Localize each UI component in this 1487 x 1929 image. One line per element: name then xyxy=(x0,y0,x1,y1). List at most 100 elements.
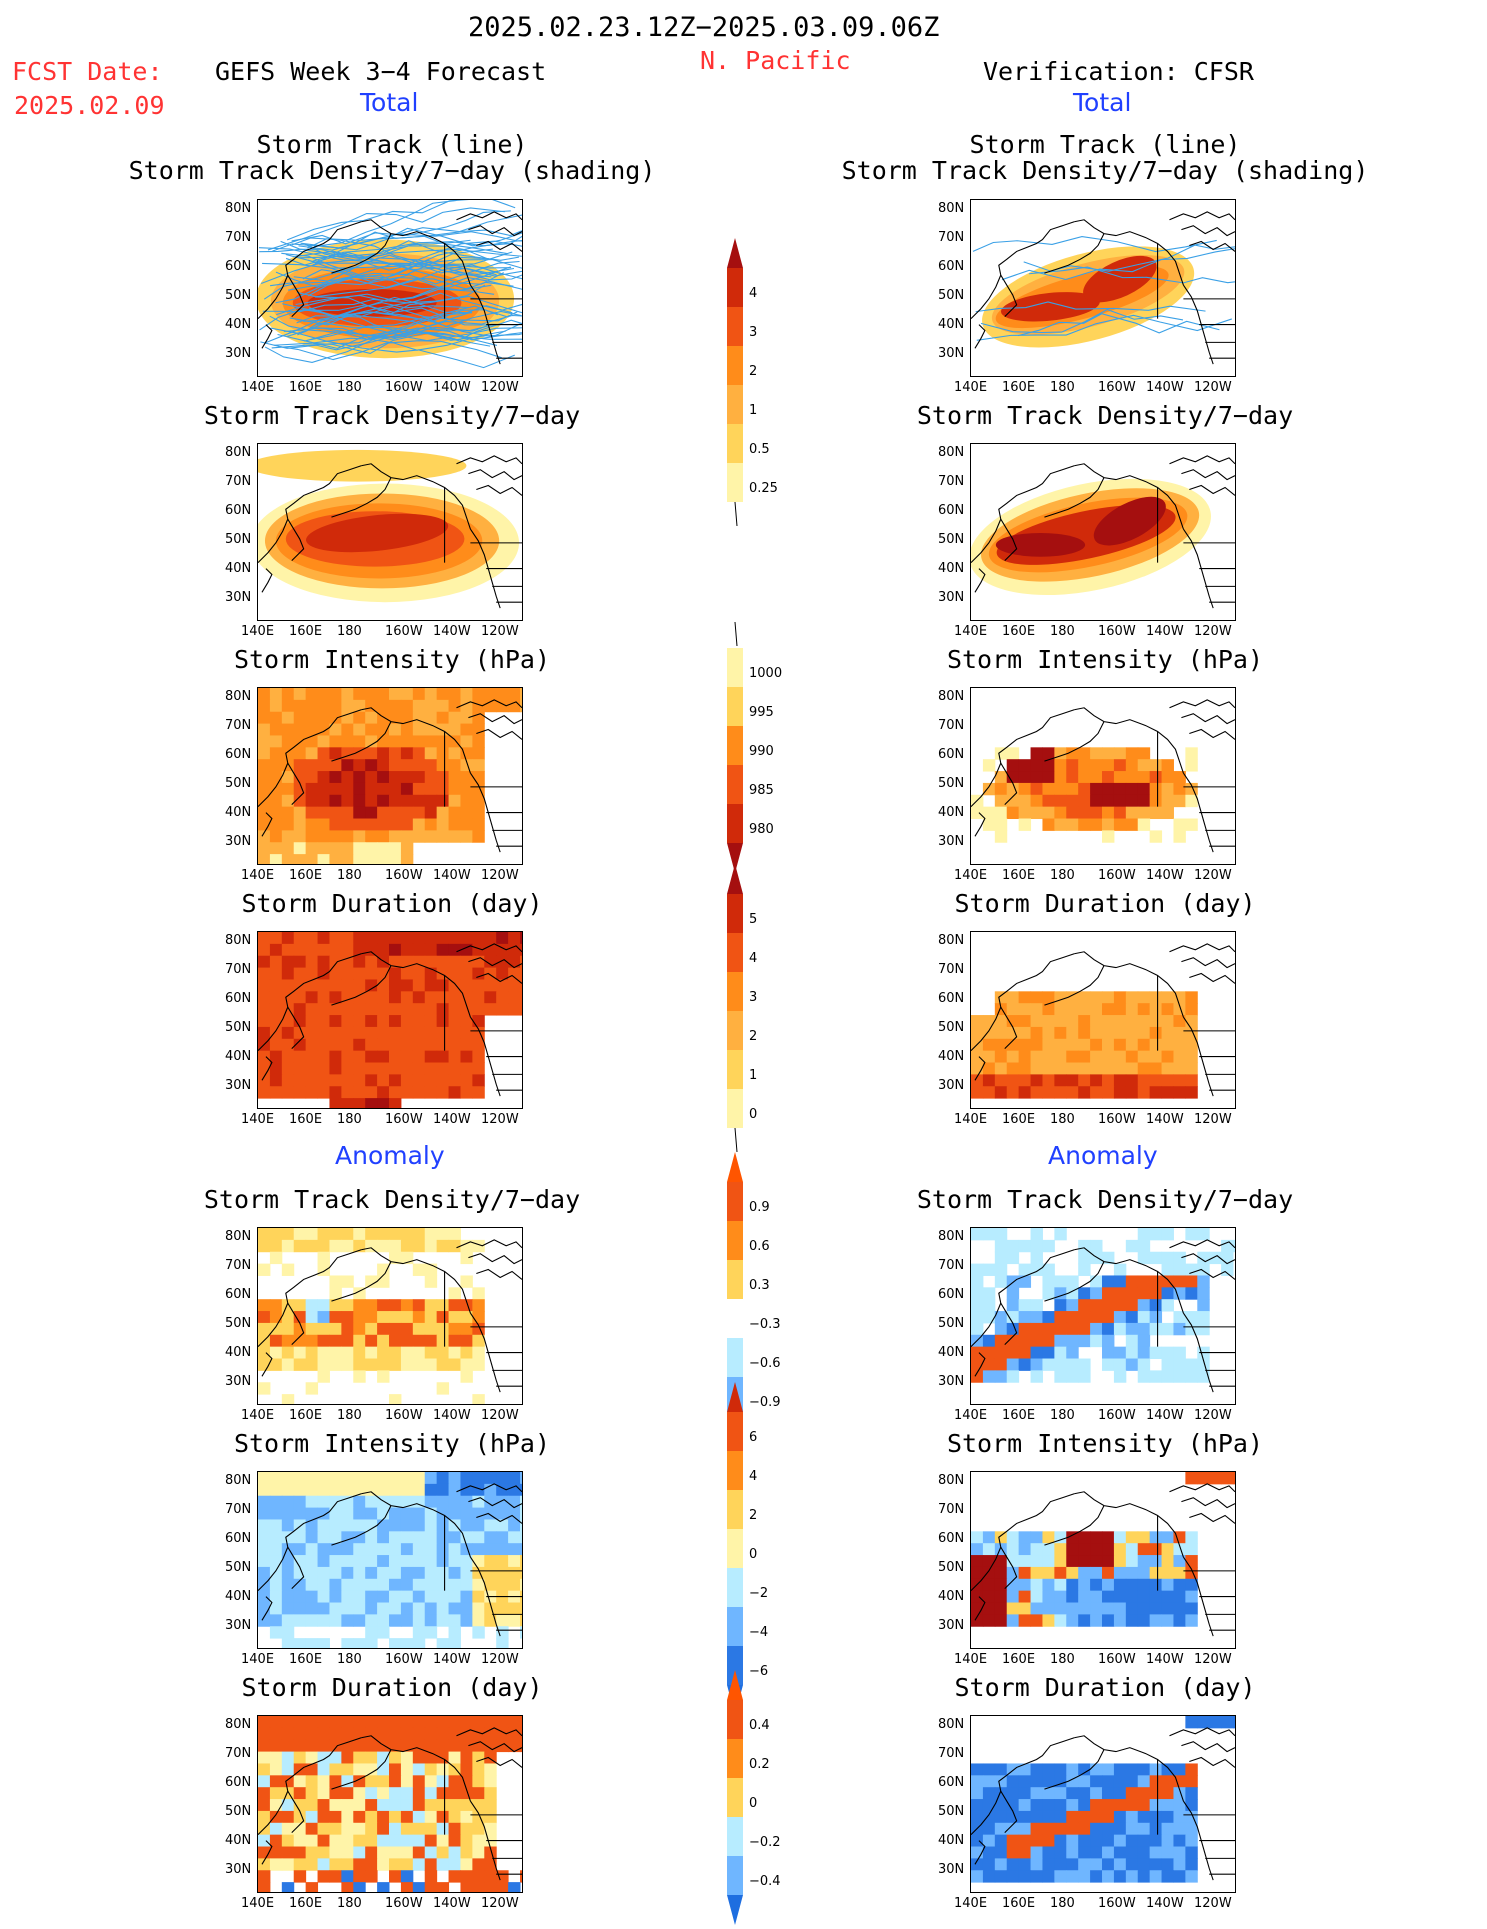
lat-tick-label: 50N xyxy=(938,288,965,303)
lon-tick-label: 140E xyxy=(954,1408,988,1423)
lon-tick-label: 160E xyxy=(1002,1652,1036,1667)
lon-tick-label: 180 xyxy=(1050,1408,1075,1423)
lat-tick-label: 40N xyxy=(225,1589,252,1604)
lat-tick-label: 80N xyxy=(938,933,965,948)
colorbar-tick-label: −0.6 xyxy=(749,1355,781,1371)
lon-tick-label: 140E xyxy=(954,624,988,639)
lat-tick-label: 80N xyxy=(225,1473,252,1488)
lon-tick-label: 180 xyxy=(1050,380,1075,395)
lon-tick-label: 120W xyxy=(1194,1112,1232,1127)
lon-tick-label: 140E xyxy=(954,868,988,883)
lon-tick-label: 140W xyxy=(1146,1652,1184,1667)
lon-tick-label: 140W xyxy=(433,1652,471,1667)
lat-tick-label: 60N xyxy=(938,747,965,762)
lat-tick-label: 30N xyxy=(938,590,965,605)
panel-title-intensity-left: Storm Intensity (hPa) xyxy=(233,645,551,674)
lon-tick-label: 160E xyxy=(289,1896,323,1911)
lat-tick-label: 50N xyxy=(938,532,965,547)
lon-tick-label: 180 xyxy=(337,1652,362,1667)
lat-tick-label: 70N xyxy=(938,1258,965,1273)
lon-tick-label: 140W xyxy=(1146,380,1184,395)
colorbar-tick-label: 4 xyxy=(749,1468,758,1484)
lat-tick-label: 40N xyxy=(225,317,252,332)
lon-tick-label: 140E xyxy=(954,1896,988,1911)
lon-tick-label: 140W xyxy=(433,380,471,395)
colorbar-tick-label: 0.6 xyxy=(749,1238,770,1254)
lon-tick-label: 160E xyxy=(1002,380,1036,395)
lat-tick-label: 40N xyxy=(938,1345,965,1360)
lon-tick-label: 160W xyxy=(385,624,423,639)
lat-tick-label: 60N xyxy=(225,503,252,518)
lon-tick-label: 160E xyxy=(1002,868,1036,883)
panel-title-duration-right: Storm Duration (day) xyxy=(954,889,1256,918)
lon-tick-label: 180 xyxy=(337,380,362,395)
colorbar-tick-label: −2 xyxy=(749,1585,769,1601)
lon-tick-label: 140W xyxy=(1146,1408,1184,1423)
lat-tick-label: 60N xyxy=(225,747,252,762)
colorbar-tick-label: −0.3 xyxy=(749,1316,781,1332)
lat-tick-label: 40N xyxy=(225,561,252,576)
colorbar-tick-label: 3 xyxy=(749,989,758,1005)
map-panel-density-forecast xyxy=(257,443,523,621)
lon-tick-label: 160E xyxy=(289,624,323,639)
region-title: N. Pacific xyxy=(700,46,851,75)
map-panel-track-verification xyxy=(970,199,1236,377)
lat-tick-label: 60N xyxy=(938,259,965,274)
lat-tick-label: 60N xyxy=(938,1287,965,1302)
lon-tick-label: 160E xyxy=(1002,624,1036,639)
lat-tick-label: 30N xyxy=(938,834,965,849)
lon-tick-label: 180 xyxy=(1050,624,1075,639)
colorbar-tick-label: 0 xyxy=(749,1795,758,1811)
lon-tick-label: 160E xyxy=(1002,1112,1036,1127)
lat-tick-label: 30N xyxy=(225,834,252,849)
colorbar-intensity-total: 1000 995 990 985 980 xyxy=(725,618,845,873)
lat-tick-label: 40N xyxy=(938,805,965,820)
map-panel-intensity-verification xyxy=(970,687,1236,865)
lat-tick-label: 80N xyxy=(938,1473,965,1488)
lat-tick-label: 70N xyxy=(938,1502,965,1517)
lat-tick-label: 40N xyxy=(938,1833,965,1848)
colorbar-tick-label: −4 xyxy=(749,1624,769,1640)
colorbar-tick-label: 0.25 xyxy=(749,480,778,496)
lat-tick-label: 70N xyxy=(225,962,252,977)
lat-tick-label: 50N xyxy=(938,1020,965,1035)
lat-tick-label: 30N xyxy=(938,1862,965,1877)
lon-tick-label: 140W xyxy=(1146,1896,1184,1911)
lon-tick-label: 160W xyxy=(385,1896,423,1911)
right-anomaly-label: Anomaly xyxy=(1048,1141,1158,1170)
lat-tick-label: 40N xyxy=(225,805,252,820)
lat-tick-label: 40N xyxy=(938,1049,965,1064)
lon-tick-label: 120W xyxy=(1194,868,1232,883)
colorbar-tick-label: 0.5 xyxy=(749,441,770,457)
lat-tick-label: 60N xyxy=(225,1287,252,1302)
lon-tick-label: 180 xyxy=(1050,1896,1075,1911)
lat-tick-label: 70N xyxy=(225,1502,252,1517)
colorbar-tick-label: 2 xyxy=(749,1028,758,1044)
lon-tick-label: 160E xyxy=(289,1112,323,1127)
lat-tick-label: 80N xyxy=(938,689,965,704)
colorbar-tick-label: 990 xyxy=(749,743,774,759)
colorbar-tick-label: 1 xyxy=(749,402,758,418)
lon-tick-label: 140W xyxy=(433,1408,471,1423)
lat-tick-label: 70N xyxy=(225,718,252,733)
lon-tick-label: 160E xyxy=(1002,1896,1036,1911)
lat-tick-label: 30N xyxy=(225,1862,252,1877)
right-total-label: Total xyxy=(1073,88,1132,117)
lat-tick-label: 70N xyxy=(938,474,965,489)
lon-tick-label: 140E xyxy=(241,1652,275,1667)
lon-tick-label: 160W xyxy=(385,868,423,883)
lat-tick-label: 40N xyxy=(938,561,965,576)
panel-title-duration-anom-left: Storm Duration (day) xyxy=(241,1673,543,1702)
lon-tick-label: 160W xyxy=(1098,1408,1136,1423)
map-panel-ianom-verification xyxy=(970,1471,1236,1649)
panel-title-intensity-anom-right: Storm Intensity (hPa) xyxy=(946,1429,1264,1458)
colorbar-tick-label: 0 xyxy=(749,1546,758,1562)
panel-title-intensity-right: Storm Intensity (hPa) xyxy=(946,645,1264,674)
colorbar-tick-label: 1000 xyxy=(749,665,783,681)
colorbar-tick-label: 2 xyxy=(749,1507,758,1523)
colorbar-tick-label: 0.3 xyxy=(749,1277,770,1293)
lat-tick-label: 50N xyxy=(225,1804,252,1819)
map-panel-duration-verification xyxy=(970,931,1236,1109)
lon-tick-label: 180 xyxy=(337,624,362,639)
lat-tick-label: 70N xyxy=(225,1746,252,1761)
